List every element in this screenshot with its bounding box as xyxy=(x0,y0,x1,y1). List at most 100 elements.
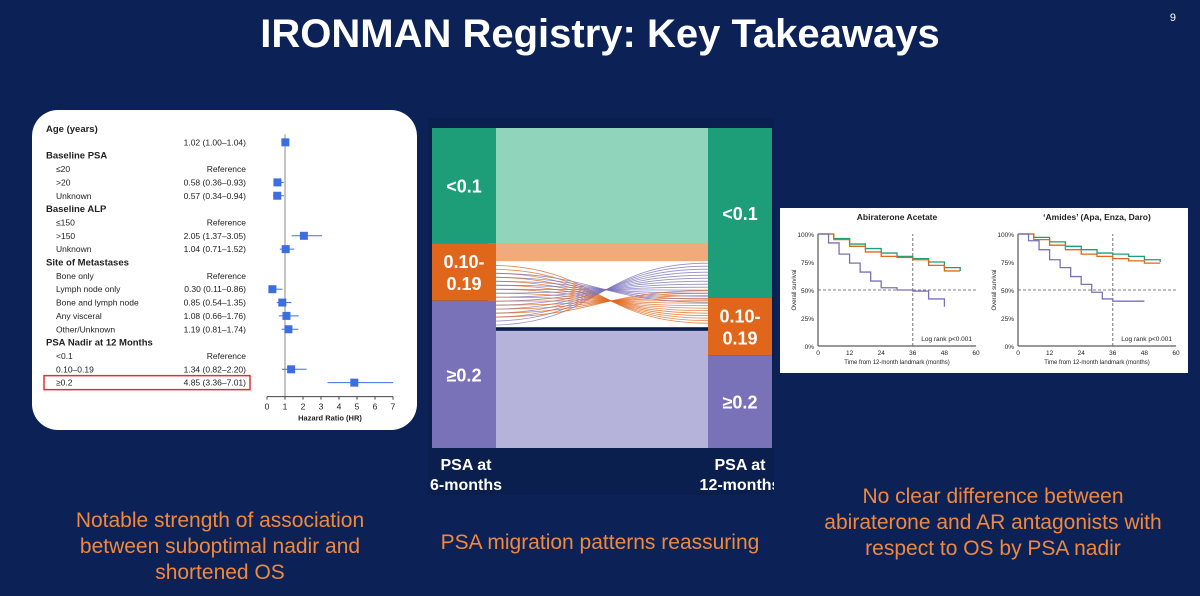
km-x-tick-label: 24 xyxy=(878,350,886,357)
forest-row-label: Any visceral xyxy=(56,311,102,321)
km-x-tick-label: 12 xyxy=(1046,350,1054,357)
forest-row-label: >20 xyxy=(56,177,71,187)
forest-row-estimate: 2.05 (1.37–3.05) xyxy=(184,231,247,241)
right-node xyxy=(708,297,772,356)
flow-crossing-line xyxy=(487,280,709,297)
flow-crossing-line xyxy=(487,276,709,317)
flow-crossing-line xyxy=(487,292,709,307)
flow-crossing-line xyxy=(487,276,709,300)
x-axis-label: Hazard Ratio (HR) xyxy=(298,414,362,423)
sankey-panel: <0.1 0.10- 0.19 ≥0.2 <0.1 0.10- 0.19 ≥0.2 PSA at… xyxy=(428,118,774,495)
km-y-axis-label: Overall survival xyxy=(992,269,998,310)
x-tick-label: 7 xyxy=(391,402,396,412)
page-number: 9 xyxy=(1169,12,1176,24)
km-x-tick-label: 24 xyxy=(1078,350,1086,357)
forest-row-label: Unknown xyxy=(56,191,92,201)
km-y-tick-label: 25% xyxy=(1001,316,1014,323)
slide-title: IRONMAN Registry: Key Takeaways xyxy=(260,12,940,56)
flow-crossing-line xyxy=(487,288,709,309)
flow-crossing-line xyxy=(487,272,709,319)
right-node xyxy=(708,355,772,448)
forest-row-label: ≤150 xyxy=(56,217,75,227)
right-node-label: ≥0.2 xyxy=(723,393,758,413)
km-y-tick-label: 75% xyxy=(801,260,814,267)
km-series-line xyxy=(1018,233,1161,262)
km-y-tick-label: 100% xyxy=(997,232,1014,239)
left-node xyxy=(432,300,496,448)
x-tick-label: 4 xyxy=(337,402,342,412)
highlight-box xyxy=(43,374,251,391)
flow-crossing-line xyxy=(487,292,709,314)
hr-marker xyxy=(287,365,296,374)
flow-crossing-line xyxy=(487,277,709,306)
forest-section-header: PSA Nadir at 12 Months xyxy=(46,338,153,349)
caption-middle: PSA migration patterns reassuring xyxy=(440,531,760,554)
forest-row-estimate: Reference xyxy=(207,217,246,227)
km-x-tick-label: 0 xyxy=(816,350,820,357)
km-annotation: Log rank p<0.001 xyxy=(921,336,972,343)
km-annotation: Log rank p<0.001 xyxy=(1121,336,1172,343)
forest-row-label: <0.1 xyxy=(56,351,73,361)
hr-marker xyxy=(284,325,293,334)
hr-marker xyxy=(299,231,308,240)
hr-marker xyxy=(282,311,291,320)
right-node-label: 0.10- xyxy=(719,306,760,326)
km-y-axis-label: Overall survival xyxy=(792,269,798,310)
forest-row-estimate: 0.85 (0.54–1.35) xyxy=(184,298,247,308)
hr-marker xyxy=(268,285,277,294)
forest-row-estimate: 0.30 (0.11–0.86) xyxy=(184,284,246,294)
km-y-tick-label: 0% xyxy=(1005,344,1015,351)
left-node-label: <0.1 xyxy=(446,177,482,197)
caption-left: Notable strength of association between … xyxy=(75,509,365,584)
forest-row-label: ≥0.2 xyxy=(56,378,73,388)
x-tick-label: 6 xyxy=(373,402,378,412)
km-title: ‘Amides’ (Apa, Enza, Daro) xyxy=(1043,212,1151,222)
flow-band-stable-high xyxy=(488,330,708,448)
km-series-line xyxy=(818,233,961,271)
forest-row-estimate: 1.19 (0.81–1.74) xyxy=(184,324,247,334)
right-node-label: 0.19 xyxy=(722,328,757,348)
left-node xyxy=(432,243,496,301)
x-tick-label: 5 xyxy=(355,402,360,412)
forest-row-estimate: 1.08 (0.66–1.76) xyxy=(184,311,247,321)
hr-marker xyxy=(273,191,282,200)
hr-marker xyxy=(281,245,290,254)
km-x-tick-label: 12 xyxy=(846,350,854,357)
forest-row-estimate: 1.02 (1.00–1.04) xyxy=(184,137,247,147)
km-x-tick-label: 48 xyxy=(941,350,949,357)
hr-marker xyxy=(278,298,287,307)
km-y-tick-label: 100% xyxy=(797,232,814,239)
flow-crossing-line xyxy=(487,262,709,326)
forest-row-estimate: 1.04 (0.71–1.52) xyxy=(184,244,247,254)
x-tick-label: 3 xyxy=(319,402,324,412)
flow-crossing-line xyxy=(487,295,709,310)
flow-band-stable-mid xyxy=(488,243,708,262)
forest-row-estimate: Reference xyxy=(207,351,246,361)
x-tick-label: 2 xyxy=(301,402,306,412)
flow-crossing-line xyxy=(487,268,709,322)
km-x-tick-label: 60 xyxy=(1172,350,1180,357)
flow-crossing-line xyxy=(487,280,709,302)
forest-section-header: Baseline PSA xyxy=(46,151,107,162)
forest-row-label: Lymph node only xyxy=(56,284,121,294)
left-node-label: ≥0.2 xyxy=(447,365,482,385)
km-x-tick-label: 0 xyxy=(1016,350,1020,357)
km-x-axis-label: Time from 12-month landmark (months) xyxy=(1044,360,1149,366)
forest-row-label: Unknown xyxy=(56,244,92,254)
flow-crossing-line xyxy=(487,284,709,294)
flow-crossing-line xyxy=(487,288,709,291)
right-node-label: <0.1 xyxy=(722,204,758,224)
forest-row-label: >150 xyxy=(56,231,75,241)
x-tick-label: 1 xyxy=(283,402,288,412)
forest-row-label: ≤20 xyxy=(56,164,70,174)
flow-crossing-line xyxy=(487,286,709,294)
flow-crossing-line xyxy=(487,268,709,318)
km-x-tick-label: 48 xyxy=(1141,350,1149,357)
axis-label-line: PSA at xyxy=(441,457,493,474)
flow-crossing-line xyxy=(487,296,709,304)
forest-section-header: Site of Metastases xyxy=(46,258,129,269)
forest-row-estimate: 1.34 (0.82–2.20) xyxy=(184,364,247,374)
hr-marker xyxy=(273,178,282,187)
forest-section-header: Age (years) xyxy=(46,124,98,135)
